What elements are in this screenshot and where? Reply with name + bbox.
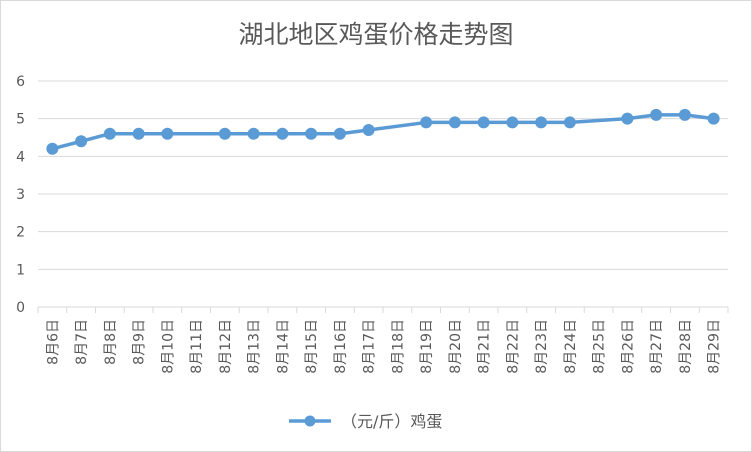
x-tick-label: 8月27日 <box>649 319 665 374</box>
x-tick-label: 8月22日 <box>505 319 521 374</box>
y-tick-label: 3 <box>16 187 25 203</box>
x-tick-label: 8月9日 <box>132 319 148 365</box>
data-point <box>103 127 116 140</box>
y-tick-label: 1 <box>16 262 25 278</box>
x-tick-label: 8月8日 <box>103 319 119 365</box>
data-point <box>132 127 145 140</box>
data-point <box>75 135 88 148</box>
data-point <box>420 116 433 129</box>
data-point <box>563 116 576 129</box>
data-point <box>448 116 461 129</box>
x-tick-label: 8月20日 <box>448 319 464 374</box>
data-point <box>707 112 720 125</box>
legend-label: （元/斤）鸡蛋 <box>341 412 442 431</box>
x-tick-label: 8月18日 <box>390 319 406 374</box>
data-point <box>477 116 490 129</box>
data-point <box>621 112 634 125</box>
chart-title: 湖北地区鸡蛋价格走势图 <box>238 20 514 49</box>
data-point <box>506 116 519 129</box>
data-point <box>535 116 548 129</box>
x-tick-label: 8月10日 <box>160 319 176 374</box>
data-point <box>305 127 318 140</box>
y-tick-label: 4 <box>16 149 25 165</box>
x-tick-label: 8月16日 <box>333 319 349 374</box>
x-tick-label: 8月29日 <box>707 319 723 374</box>
x-tick-label: 8月7日 <box>74 319 90 365</box>
data-point <box>650 108 663 121</box>
data-point <box>276 127 289 140</box>
x-tick-label: 8月24日 <box>563 319 579 374</box>
x-tick-label: 8月19日 <box>419 319 435 374</box>
x-tick-label: 8月15日 <box>304 319 320 374</box>
y-tick-label: 2 <box>16 225 25 241</box>
data-point <box>161 127 174 140</box>
x-tick-label: 8月14日 <box>275 319 291 374</box>
x-tick-label: 8月26日 <box>620 319 636 374</box>
y-tick-label: 5 <box>16 112 25 128</box>
series-line <box>50 113 716 151</box>
data-point <box>362 123 375 136</box>
data-point <box>247 127 260 140</box>
legend-marker <box>304 415 316 427</box>
data-point <box>333 127 346 140</box>
x-tick-label: 8月23日 <box>534 319 550 374</box>
x-tick-label: 8月6日 <box>45 319 61 365</box>
x-tick-label: 8月12日 <box>218 319 234 374</box>
x-tick-label: 8月17日 <box>362 319 378 374</box>
x-tick-label: 8月25日 <box>592 319 608 374</box>
x-tick-label: 8月28日 <box>678 319 694 374</box>
data-point <box>218 127 231 140</box>
y-tick-label: 6 <box>16 74 25 90</box>
y-tick-label: 0 <box>16 300 25 316</box>
x-tick-label: 8月21日 <box>477 319 493 374</box>
x-tick-label: 8月11日 <box>189 319 205 374</box>
data-point <box>678 108 691 121</box>
x-tick-label: 8月13日 <box>247 319 263 374</box>
data-point <box>46 142 59 155</box>
